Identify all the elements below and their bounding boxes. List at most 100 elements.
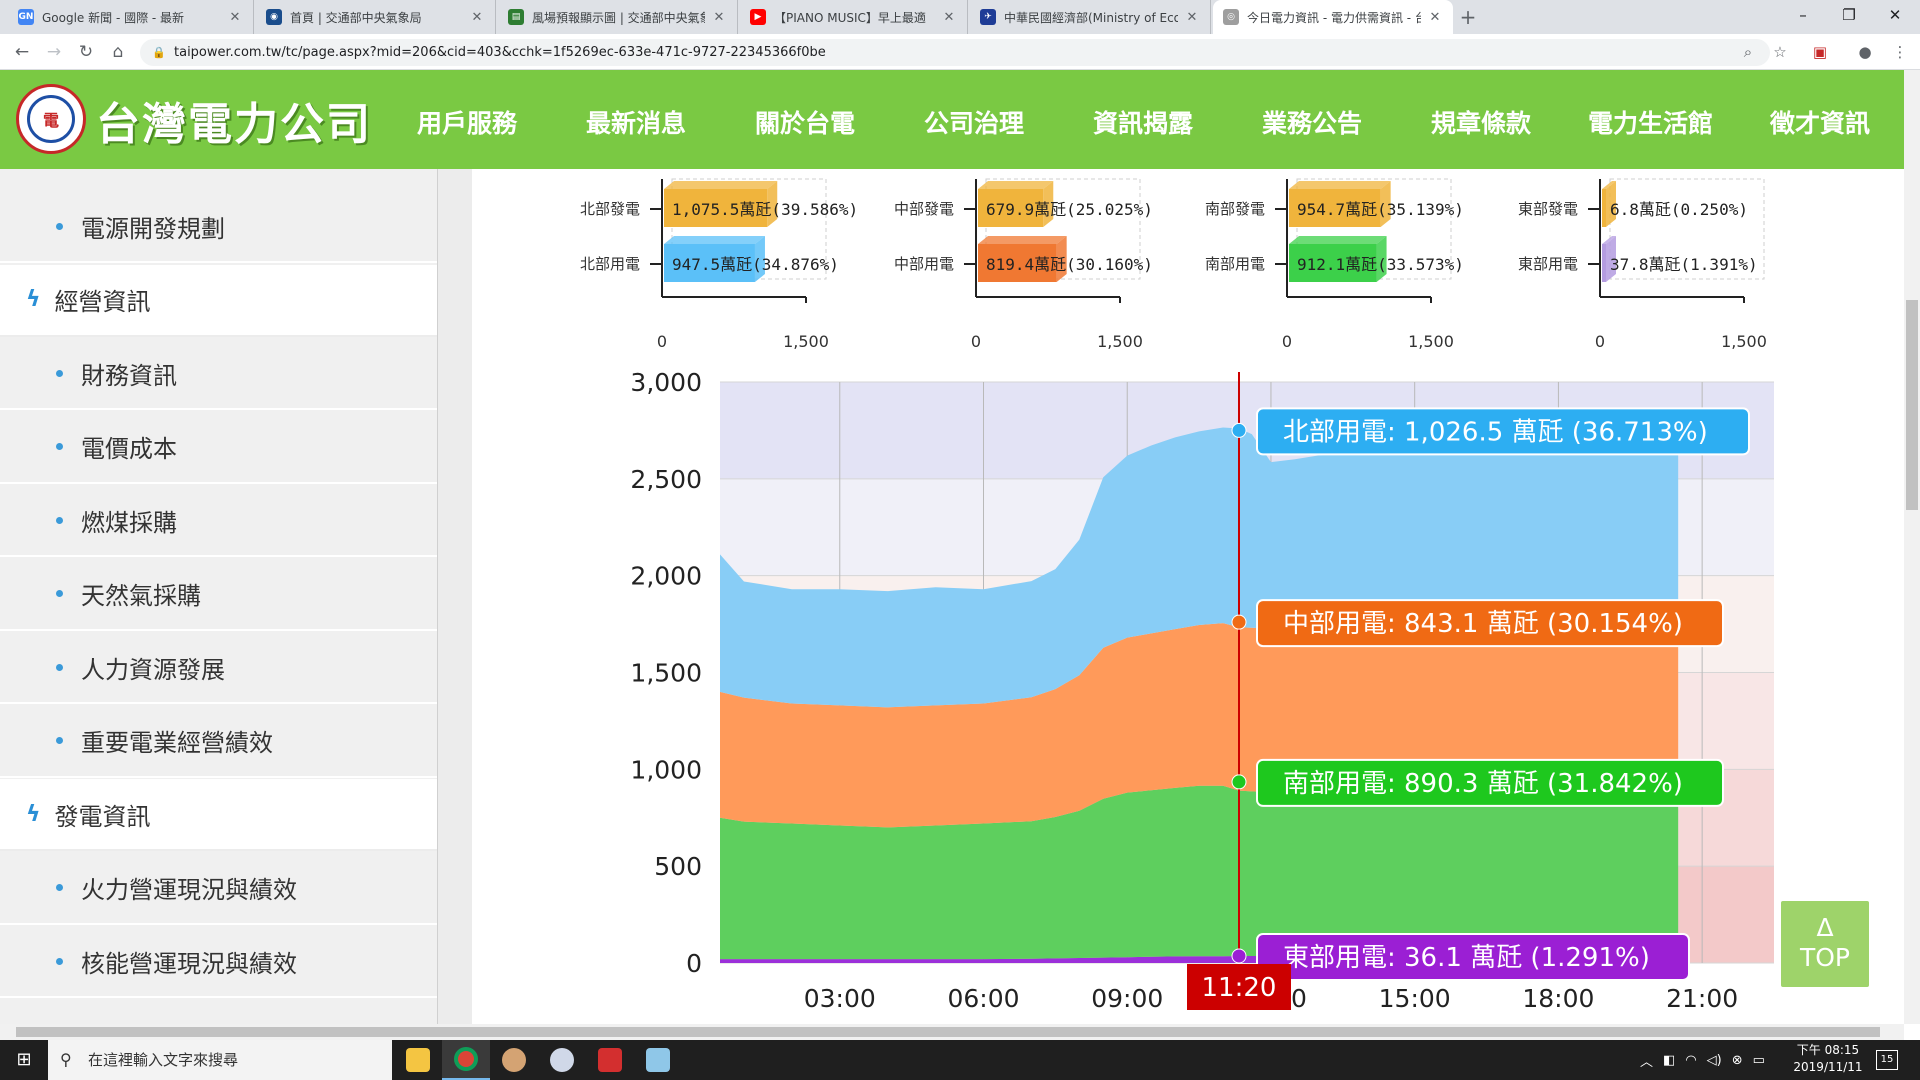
site-header: 電 台灣電力公司 用戶服務 最新消息 關於台電 公司治理 資訊揭露 業務公告 規章條款 電力生… [0, 70, 1904, 169]
weather-app-icon[interactable] [538, 1040, 586, 1080]
power-chart-svg: 北部發電 1,075.5萬瓩(39.586%) 北部用電 947.5萬瓩(34.876… [580, 178, 1774, 1013]
tab-close-icon[interactable]: ✕ [713, 9, 725, 25]
forward-icon[interactable]: → [46, 42, 62, 62]
keyboard-icon[interactable]: ▭ [1752, 1052, 1765, 1068]
tab-favicon-icon: ▤ [508, 9, 524, 25]
browser-tab[interactable]: ✈ 中華民國經濟部(Ministry of Eco ✕ [970, 0, 1211, 34]
extension-icon[interactable]: ▣ [1812, 43, 1828, 61]
reload-icon[interactable]: ↻ [78, 42, 94, 62]
sidebar-item[interactable]: 核能營運現況與績效 [0, 926, 437, 998]
sidebar-item[interactable]: 燃煤採購 [0, 485, 437, 557]
tab-favicon-icon: ▶ [750, 9, 766, 25]
sidebar-item[interactable]: 財務資訊 [0, 338, 437, 410]
tray-chevron-icon[interactable]: ︿ [1640, 1054, 1654, 1070]
notification-center-icon[interactable]: 15 [1876, 1050, 1898, 1070]
volume-icon[interactable]: ◁) [1706, 1052, 1722, 1068]
sidebar-item[interactable]: 重要電業經營績效 [0, 706, 437, 778]
nav-menu-item[interactable]: 徵才資訊 [1770, 109, 1871, 138]
bar-3d-side [767, 181, 778, 227]
browser-tab[interactable]: ◎ 今日電力資訊 - 電力供需資訊 - 台 ✕ [1213, 0, 1453, 34]
power-chart-area: 北部發電 1,075.5萬瓩(39.586%) 北部用電 947.5萬瓩(34.876… [472, 169, 1904, 1024]
nav-menu-item[interactable]: 用戶服務 [417, 109, 518, 138]
sidebar-category[interactable]: ϟ 發電資訊 [0, 779, 437, 851]
back-to-top-button[interactable]: Δ TOP [1781, 901, 1869, 987]
x-tick-label: 18:00 [1522, 984, 1594, 1013]
sidebar-item[interactable]: 電源開發規劃 [0, 191, 437, 263]
bar-value-label: 819.4萬瓩(30.160%) [986, 255, 1153, 274]
content-gutter [438, 169, 472, 1024]
tab-close-icon[interactable]: ✕ [229, 9, 241, 25]
home-icon[interactable]: ⌂ [112, 42, 124, 62]
sidebar-category[interactable]: ϟ 經營資訊 [0, 264, 437, 337]
nav-menu-item[interactable]: 電力生活館 [1588, 109, 1714, 138]
address-bar[interactable]: 🔒 taipower.com.tw/tc/page.aspx?mid=206&c… [140, 39, 1770, 66]
tab-title: 【PIANO MUSIC】早上最適 [774, 10, 926, 25]
tab-close-icon[interactable]: ✕ [1186, 9, 1198, 25]
maximize-button[interactable]: ❐ [1842, 6, 1856, 24]
sidebar: 電源開發規劃 ϟ 經營資訊 財務資訊 電價成本燃煤採購天然氣採購人力資源發展重要電業經營… [0, 169, 438, 1024]
sidebar-item-label: 經營資訊 [54, 288, 151, 316]
nav-menu-item[interactable]: 業務公告 [1262, 109, 1363, 138]
sidebar-item[interactable]: 天然氣採購 [0, 559, 437, 631]
sidebar-item[interactable]: 火力營運現況與績效 [0, 853, 437, 925]
profile-icon[interactable]: ● [1858, 43, 1872, 61]
sidebar-item-label: 人力資源發展 [81, 655, 225, 684]
sidebar-item-label: 燃煤採購 [81, 508, 177, 537]
horizontal-scrollbar[interactable] [0, 1024, 1904, 1040]
file-explorer-app-icon[interactable] [394, 1040, 442, 1080]
nav-menu-item[interactable]: 規章條款 [1431, 109, 1532, 138]
sidebar-item[interactable]: 電價成本 [0, 412, 437, 484]
vertical-scrollbar[interactable] [1904, 70, 1920, 1024]
site-logo-text[interactable]: 台灣電力公司 [96, 99, 372, 150]
nav-menu-item[interactable]: 最新消息 [586, 109, 687, 138]
x-tick-label: 03:00 [804, 984, 876, 1013]
vertical-scroll-thumb[interactable] [1906, 300, 1918, 510]
tab-close-icon[interactable]: ✕ [471, 9, 483, 25]
nav-menu-item[interactable]: 公司治理 [924, 109, 1025, 138]
new-tab-button[interactable]: + [1459, 5, 1477, 29]
taskbar-clock[interactable]: 下午 08:15 2019/11/11 [1788, 1042, 1868, 1076]
bookmark-star-icon[interactable]: ☆ [1773, 43, 1787, 61]
nav-menu-item[interactable]: 關於台電 [755, 109, 856, 138]
bar-3d-side [1606, 181, 1616, 227]
y-tick-label: 2,000 [630, 562, 702, 591]
paint-app-icon[interactable] [490, 1040, 538, 1080]
windows-start-icon[interactable]: ⊞ [16, 1049, 32, 1070]
bullet-icon [56, 663, 63, 671]
browser-tab[interactable]: GN Google 新聞 - 國際 - 最新 ✕ [8, 0, 254, 34]
back-icon[interactable]: ← [14, 42, 30, 62]
system-tray: ︿ ◧ ◠ ◁) ⊗ ▭ [1640, 1040, 1765, 1080]
chrome-app-icon[interactable] [442, 1040, 490, 1080]
area-series-3 [720, 427, 1679, 708]
taskbar-search-box[interactable]: ⚲ 在這裡輸入文字來搜尋 [48, 1040, 392, 1080]
red-app-icon[interactable] [586, 1040, 634, 1080]
bar-3d-side [1043, 181, 1054, 227]
bullet-icon [56, 443, 63, 450]
tray-app-icon[interactable]: ◧ [1663, 1052, 1676, 1068]
menu-dots-icon[interactable]: ⋮ [1892, 43, 1908, 61]
tab-close-icon[interactable]: ✕ [1429, 9, 1441, 25]
tooltip-box [1255, 599, 1724, 648]
bullet-icon [56, 884, 63, 891]
nav-menu-item[interactable]: 資訊揭露 [1093, 109, 1194, 138]
taipower-logo-icon[interactable]: 電 [16, 84, 86, 154]
network-icon[interactable]: ◠ [1685, 1052, 1697, 1068]
tray-close-icon[interactable]: ⊗ [1731, 1052, 1743, 1068]
bar-rect [978, 244, 1057, 282]
close-window-button[interactable]: ✕ [1888, 6, 1902, 24]
tab-close-icon[interactable]: ✕ [943, 9, 955, 25]
bar-3d-side [1606, 236, 1616, 282]
minimize-button[interactable]: – [1799, 6, 1807, 24]
bullet-icon [56, 957, 63, 965]
browser-tab[interactable]: ◉ 首頁 | 交通部中央氣象局 ✕ [256, 0, 496, 34]
bar-x-tick-label: 0 [971, 332, 981, 351]
browser-tab[interactable]: ▶ 【PIANO MUSIC】早上最適 ✕ [740, 0, 968, 34]
browser-tab[interactable]: ▤ 風場預報顯示圖 | 交通部中央氣象局 ✕ [498, 0, 738, 34]
sidebar-item[interactable]: 人力資源發展 [0, 632, 437, 704]
lock-icon: 🔒 [152, 46, 166, 59]
notepad-app-icon[interactable] [634, 1040, 682, 1080]
y-tick-label: 1,500 [630, 659, 702, 688]
bar-panel-frame [985, 178, 1141, 280]
zoom-icon[interactable]: ⌕ [1743, 43, 1753, 61]
horizontal-scroll-thumb[interactable] [16, 1027, 1880, 1037]
